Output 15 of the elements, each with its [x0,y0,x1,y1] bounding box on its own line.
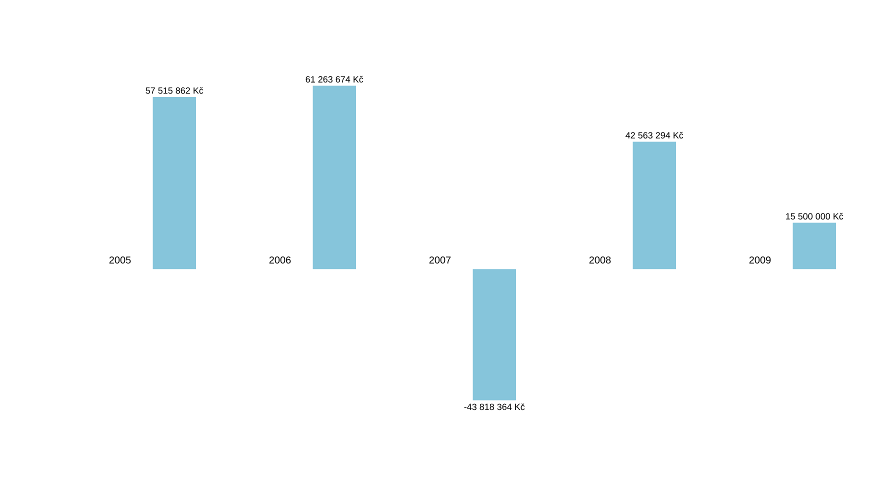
bar [472,269,516,400]
bar [152,96,196,270]
bar [632,142,676,270]
x-tick-label: 2009 [749,256,771,264]
bar [312,86,356,270]
x-tick-label: 2005 [109,256,131,264]
data-label: 15 500 000 Kč [786,212,844,220]
x-tick-label: 2008 [589,256,611,264]
data-label: 57 515 862 Kč [146,87,204,94]
data-label: 61 263 674 Kč [306,76,364,83]
x-tick-label: 2006 [269,256,291,264]
data-label: -43 818 364 Kč [464,403,525,410]
bar [792,222,836,270]
data-label: 42 563 294 Kč [626,132,684,139]
x-tick-label: 2007 [429,256,451,264]
